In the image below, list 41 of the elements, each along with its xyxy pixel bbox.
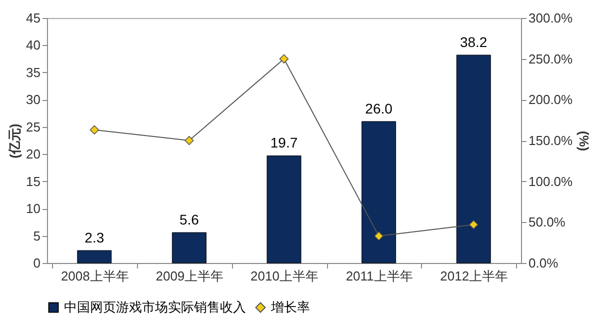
data-label: 5.6 [179, 212, 200, 228]
bar [172, 232, 206, 264]
y-tick-label: 20 [26, 146, 40, 162]
bar [456, 54, 491, 264]
legend-label: 增长率 [270, 300, 310, 314]
y-tick-label: 0 [33, 256, 40, 270]
x-tick-label: 2011上半年 [346, 268, 413, 284]
point [279, 54, 289, 64]
y-tick-label: 15 [26, 174, 40, 189]
y-tick-label: 25 [26, 119, 40, 134]
point [469, 220, 478, 230]
y2-tick-label: 250.0% [528, 51, 574, 66]
y2-tick-label: 150.0% [528, 133, 574, 148]
y-tick-label: 45 [26, 10, 40, 26]
data-label: 2.3 [84, 229, 104, 246]
y-axis-title: (亿元) [7, 124, 22, 158]
x-tick-label: 2008上半年 [60, 268, 129, 284]
bar [77, 250, 112, 264]
y2-tick-label: 300.0% [528, 10, 574, 26]
point [184, 136, 194, 146]
data-label: 26.0 [365, 100, 393, 116]
y-tick-label: 30 [26, 92, 40, 108]
data-label: 19.7 [270, 134, 298, 151]
legend-label: 中国网页游戏市场实际销售收入 [64, 300, 246, 314]
x-tick-label: 2012上半年 [440, 268, 508, 284]
data-label: 38.2 [460, 34, 488, 50]
y-tick-label: 40 [26, 38, 40, 53]
y2-tick-label: 0.0% [528, 256, 559, 270]
y2-tick-label: 100.0% [528, 174, 574, 189]
x-tick-label: 2010上半年 [250, 268, 318, 284]
y-tick-label: 35 [26, 64, 40, 80]
x-tick-label: 2009上半年 [156, 268, 224, 284]
point [374, 231, 384, 241]
y-tick-label: 5 [33, 228, 40, 244]
point [90, 125, 99, 134]
y2-tick-label: 200.0% [528, 92, 574, 108]
y-tick-label: 10 [26, 201, 40, 216]
bar [266, 155, 302, 264]
y2-axis-title: (%) [576, 130, 592, 152]
y2-tick-label: 50.0% [528, 214, 566, 230]
bar [362, 121, 396, 264]
